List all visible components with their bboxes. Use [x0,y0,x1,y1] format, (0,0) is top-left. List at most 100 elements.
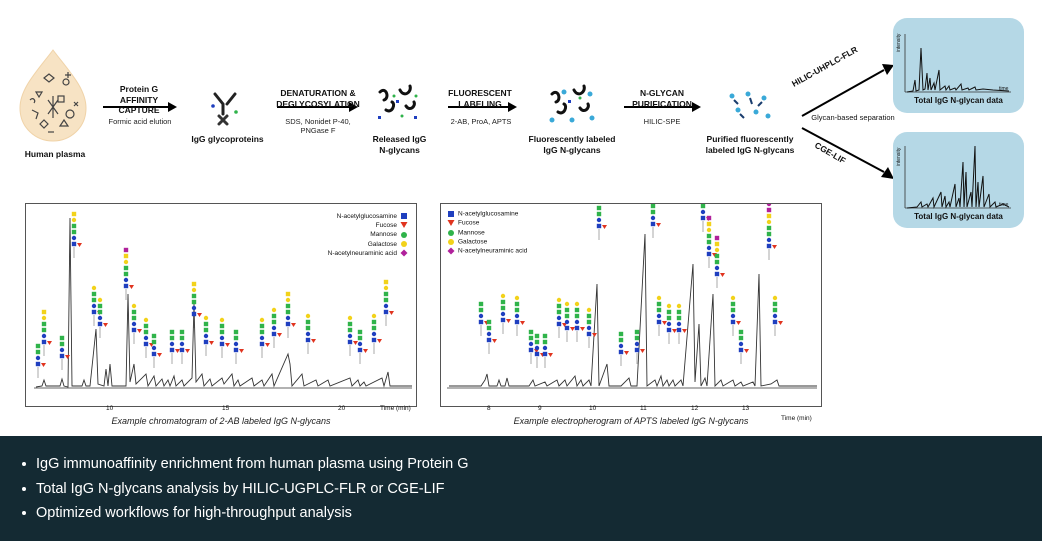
x-tick-label: 15 [222,405,230,412]
node-igg-label: IgG glycoproteins [191,134,264,144]
electropherogram-panel: 8 9 10 11 12 13 Time (min) N-acetylglucosamin… [440,203,822,422]
glycan-structure-icon [564,301,575,342]
step-4-sub: HILIC-SPE [643,117,681,126]
glycan-structure-icon [714,235,725,288]
circle-icon [448,238,454,245]
glycan-structure-icon [131,303,142,344]
triangle-icon [400,222,408,229]
footer-bullet-text: IgG immunoaffinity enrichment from human… [36,456,469,472]
x-tick-label: 10 [106,405,114,412]
node-released-label: Released IgG N-glycans [372,134,427,155]
legend-item-label: N-acetylglucosamine [336,212,397,220]
footer-banner: IgG immunoaffinity enrichment from human… [0,436,1042,541]
glycan-structure-icon [656,295,667,336]
chromatogram-plot [34,211,412,389]
result-upper-label: Total IgG N-glycan data [914,96,1003,105]
electropherogram-legend: N-acetylglucosamine Fucose Mannose Galactos… [447,210,557,257]
glycan-structure-icon [556,297,567,338]
diamond-icon [447,247,455,255]
glycan-structure-icon [191,281,202,328]
glycan-structure-icon [233,329,244,364]
step-4-title: N-GLYCAN PURIFICATION [632,88,692,109]
glycan-structure-icon [634,329,645,364]
glycan-structure-icon [179,329,190,364]
glycan-structure-icon [35,343,46,378]
legend-item: N-acetylglucosamine [447,210,557,219]
glycan-structure-icon [71,211,82,258]
glycan-structure-icon [123,247,134,300]
legend-item: Fucose [322,221,408,230]
result-lower-yaxis: intensity [896,147,902,166]
legend-item-label: Galactose [458,238,488,246]
legend-item-label: Fucose [375,222,397,230]
glycan-structure-icon [676,303,687,344]
legend-item-label: Mannose [370,231,397,239]
legend-item-label: Galactose [367,240,397,248]
legend-item: N-acetylneuraminic acid [447,247,557,256]
glycan-structure-icon [357,329,368,364]
glycan-structure-icon [514,295,525,336]
glycan-structure-icon [305,313,316,354]
glycan-structure-icon [772,295,783,336]
glycan-structure-icon [347,315,358,356]
branch-arrows [798,62,898,197]
glycan-structure-icon [259,317,270,358]
legend-item-label: N-acetylneuraminic acid [458,247,528,255]
triangle-icon [447,220,455,227]
circle-icon [448,229,454,236]
x-tick-label: 20 [338,405,346,412]
step-2-title: DENATURATION & DEGLYCOSYLATION [276,88,360,109]
square-icon [401,213,407,219]
node-plasma-label: Human plasma [24,149,86,159]
glycan-structure-icon [706,215,717,268]
bullet-icon [22,511,26,516]
electropherogram-caption: Example electropherogram of APTS labeled… [513,416,749,426]
chromatogram-xlabel: Time (min) [380,405,411,412]
x-tick-label: 11 [640,405,647,412]
footer-bullet-text: Optimized workflows for high-throughput … [36,505,352,521]
result-upper-xaxis: time [999,86,1009,92]
glycan-structure-icon [203,315,214,356]
node-purified-label: Purified fluorescently labeled IgG N-gly… [705,134,795,155]
step-arrow-3 [448,100,518,118]
x-tick-label: 12 [691,405,699,412]
circle-icon [401,240,407,247]
legend-item-label: N-acetylneuraminic acid [327,249,397,257]
glycan-structure-icon [618,331,629,366]
step-1-title: Protein G AFFINITY CAPTURE [118,84,160,116]
result-box-upper: intensity time Total IgG N-glycan data [893,18,1024,113]
legend-item: Fucose [447,219,557,228]
plasma-illustration [18,48,88,143]
glycan-structure-icon [730,295,741,336]
glycan-structure-icon [97,297,108,338]
circle-icon [401,231,407,238]
glycan-structure-icon [219,317,230,358]
result-lower-label: Total IgG N-glycan data [914,212,1003,221]
step-arrow-1 [103,100,178,118]
glycan-structure-icon [500,293,511,334]
step-2-sub: SDS, Nonidet P-40, PNGase F [285,117,351,136]
glycan-structure-icon [574,301,585,342]
footer-bullet: Total IgG N-glycans analysis by HILIC-UG… [22,477,1022,502]
glycan-structure-icon [41,309,52,356]
glycan-structure-icon [151,333,162,368]
glycan-structure-icon [542,333,553,368]
glycan-structure-icon [285,291,296,338]
labeled-glycans-illustration [546,82,598,128]
step-arrow-4 [624,100,702,118]
x-tick-label: 8 [487,405,491,412]
legend-item: Mannose [447,229,557,238]
node-labeled-label: Fluorescently labeled IgG N-glycans [528,134,616,155]
branch-middle-label: Glycan-based separation [811,113,895,122]
footer-bullet-text: Total IgG N-glycans analysis by HILIC-UG… [36,480,445,497]
bullet-icon [22,462,26,467]
electropherogram-xlabel: Time (min) [781,415,812,422]
glycan-structure-icon [666,303,677,344]
chromatogram-panel: 10 15 20 Time (min) N-acetylglucosamine Fuc… [25,203,417,412]
step-arrow-2 [277,100,359,118]
glycan-structure-icon [486,319,497,354]
glycan-structure-icon [766,204,777,260]
glycan-structure-icon [371,313,382,354]
chromatogram-caption: Example chromatogram of 2-AB labeled IgG… [111,416,331,426]
legend-item: N-acetylglucosamine [322,212,408,221]
